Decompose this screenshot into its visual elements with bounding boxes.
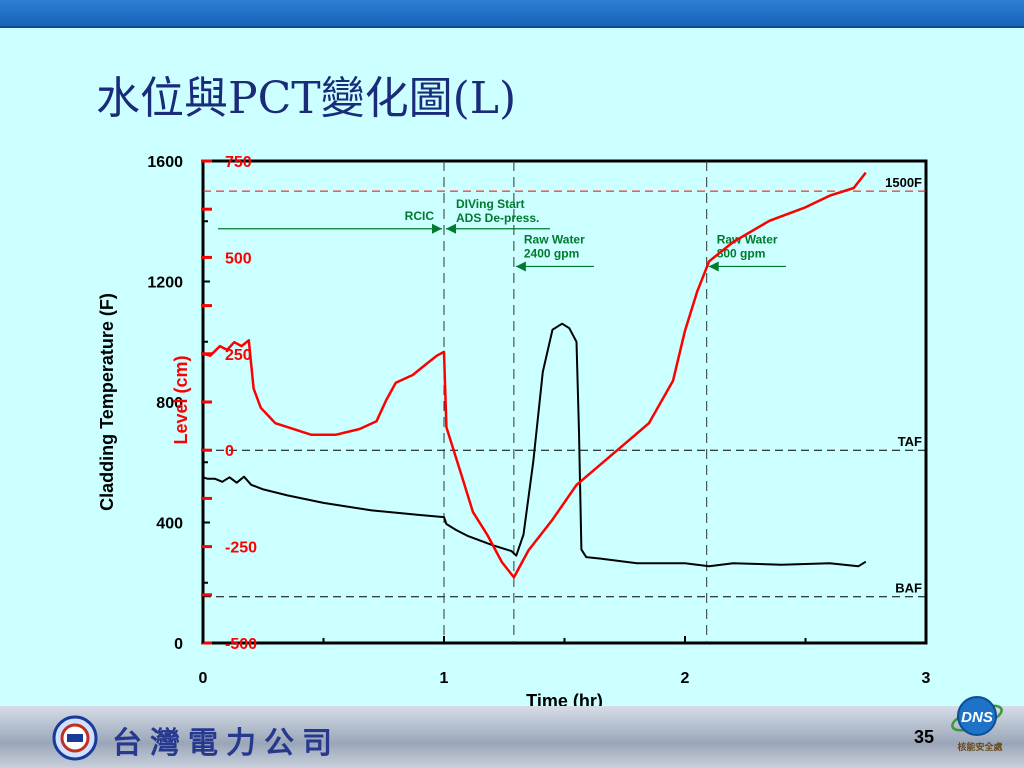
- raw-water-2400-label-line2: 2400 gpm: [524, 246, 579, 260]
- y2-tick-label: 0: [225, 443, 234, 460]
- series-line-level: [202, 171, 867, 579]
- ads-label-line1: DIVing Start: [456, 197, 524, 211]
- reference-label-1500f: 1500F: [885, 175, 922, 190]
- page-number: 35: [914, 727, 935, 747]
- x-tick-label: 3: [922, 670, 931, 687]
- y-tick-label: 0: [174, 636, 183, 653]
- ads-arrowhead: [446, 223, 456, 234]
- y-tick-label: 1600: [147, 154, 183, 171]
- raw-water-2400-label-line1: Raw Water: [524, 232, 585, 246]
- rcic-arrowhead: [432, 223, 442, 234]
- company-name: 台灣電力公司: [112, 726, 340, 761]
- reference-label-baf: BAF: [895, 581, 922, 596]
- raw-water-2400-arrowhead: [515, 261, 526, 272]
- raw-water-800-arrowhead: [708, 261, 719, 272]
- dns-logo-subtext: 核能安全處: [957, 742, 1003, 752]
- y2-tick-label: -250: [225, 540, 257, 557]
- top-banner-line: [0, 26, 1024, 28]
- y2-axis-label: Level (cm): [171, 355, 191, 444]
- y2-tick-label: 750: [225, 154, 252, 171]
- y-tick-label: 1200: [147, 275, 183, 292]
- y-axis-label: Cladding Temperature (F): [97, 293, 117, 511]
- reference-label-taf: TAF: [898, 434, 922, 449]
- x-tick-label: 2: [681, 670, 690, 687]
- taipower-logo-icon: [52, 715, 98, 761]
- y2-tick-label: 250: [225, 347, 252, 364]
- raw-water-800-label-line2: 800 gpm: [717, 246, 766, 260]
- y2-tick-label: -500: [225, 636, 257, 653]
- x-tick-label: 1: [440, 670, 449, 687]
- ads-label-line2: ADS De-press.: [456, 211, 539, 225]
- rcic-label: RCIC: [405, 209, 435, 223]
- top-banner: [0, 0, 1024, 26]
- y2-tick-label: 500: [225, 250, 252, 267]
- footer-bar: [0, 706, 1024, 768]
- y-tick-label: 800: [156, 395, 183, 412]
- dns-logo-icon: DNS: [951, 696, 1003, 736]
- series-line-temperature: [202, 322, 867, 568]
- x-tick-label: 0: [199, 670, 208, 687]
- slide-title: 水位與PCT變化圖(L): [96, 73, 517, 124]
- dns-logo-text: DNS: [961, 709, 993, 726]
- y-tick-label: 400: [156, 516, 183, 533]
